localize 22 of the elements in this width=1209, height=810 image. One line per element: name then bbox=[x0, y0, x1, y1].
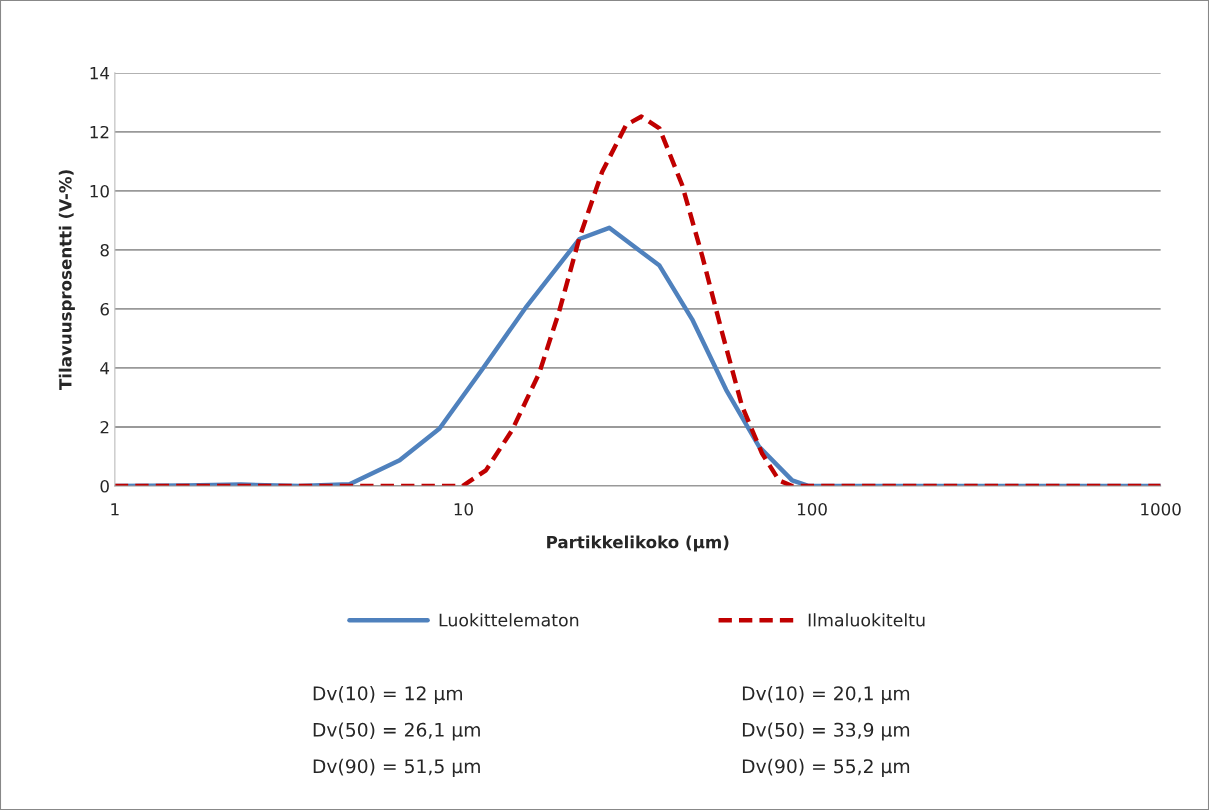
x-axis-title: Partikkelikoko (µm) bbox=[547, 535, 729, 552]
y-tick-label: 0 bbox=[100, 479, 109, 493]
text: Dv(10) = 20,1 µm bbox=[742, 685, 910, 705]
x-tick-label: 1 bbox=[111, 503, 119, 516]
y-tick-label: 4 bbox=[100, 362, 110, 375]
y-tick-label: 6 bbox=[100, 302, 109, 316]
text: Dv(50) = 33,9 µm bbox=[742, 722, 910, 741]
x-tick-label: 100 bbox=[797, 502, 827, 516]
y-tick-label: 2 bbox=[100, 420, 109, 434]
text: Dv(10) = 12 µm bbox=[313, 685, 462, 705]
y-axis-title: Tilavuusprosentti (V-%) bbox=[58, 170, 75, 390]
y-tick-label: 12 bbox=[90, 125, 109, 139]
text: Dv(90) = 51,5 µm bbox=[313, 758, 480, 777]
x-tick-label: 1000 bbox=[1141, 502, 1181, 516]
y-tick-label: 14 bbox=[90, 67, 110, 80]
text: Dv(50) = 26,1 µm bbox=[313, 722, 480, 741]
legend-label: Luokittelematon bbox=[439, 613, 579, 627]
x-tick-label: 10 bbox=[454, 502, 473, 516]
text: Dv(90) = 55,2 µm bbox=[742, 758, 910, 777]
legend-label: Ilmaluokiteltu bbox=[808, 613, 925, 627]
y-tick-label: 10 bbox=[90, 184, 109, 198]
y-tick-label: 8 bbox=[100, 243, 109, 257]
